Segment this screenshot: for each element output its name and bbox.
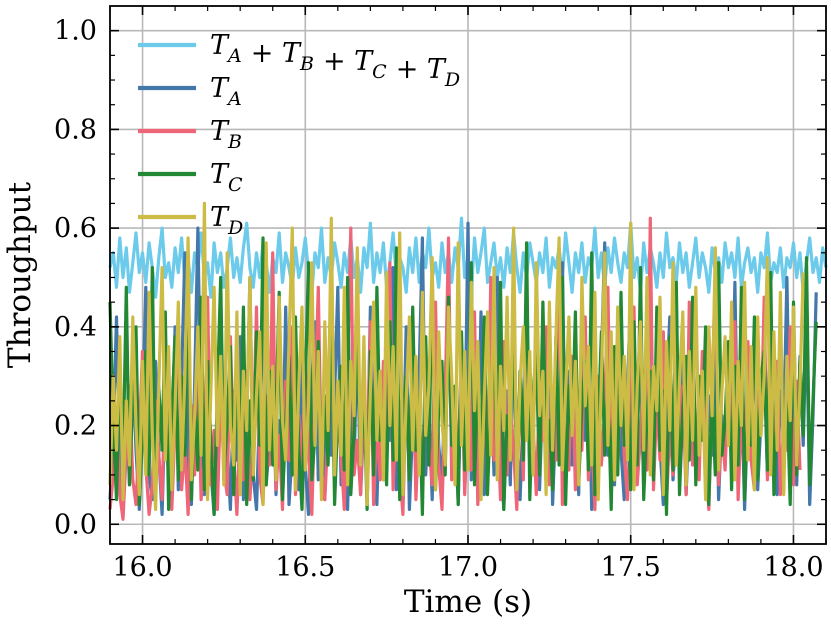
legend-subscript: A [226, 45, 242, 67]
legend-glyph: T [210, 116, 230, 147]
axis-ticks: 16.0 16.5 17.0 17.5 18.0 0.0 0.2 0.4 0.6 0.8 1.0 [54, 6, 827, 583]
y-tick-label: 0.2 [54, 411, 97, 442]
legend-subscript: D [227, 217, 243, 239]
legend-label-0: TA + TB + TC + TD [210, 30, 460, 91]
y-axis-label: Throughput [2, 181, 38, 368]
y-tick-label: 0.8 [54, 114, 97, 145]
legend-glyph: + T [396, 54, 447, 85]
legend-subscript: C [228, 174, 243, 196]
y-tick-label: 0.6 [54, 213, 97, 244]
legend-subscript: B [227, 131, 242, 153]
legend-subscript: B [299, 53, 314, 75]
legend-glyph: T [210, 73, 230, 104]
x-tick-label: 16.0 [112, 552, 172, 583]
legend-label-1: TA [210, 73, 242, 110]
legend-label-3: TC [210, 159, 243, 196]
x-tick-label: 16.5 [275, 552, 335, 583]
legend-glyph: T [210, 159, 230, 190]
y-tick-label: 0.0 [54, 509, 97, 540]
y-tick-label: 1.0 [54, 16, 97, 47]
x-axis-label: Time (s) [404, 584, 532, 620]
legend-subscript: A [226, 88, 242, 110]
legend-label-2: TB [210, 116, 242, 153]
legend-label-4: TD [210, 202, 243, 239]
x-tick-label: 17.5 [601, 552, 661, 583]
legend-glyph: + T [251, 38, 302, 69]
legend-subscript: C [372, 61, 387, 83]
series-line-4 [108, 201, 805, 511]
x-tick-label: 18.0 [763, 552, 823, 583]
legend-subscript: D [444, 69, 460, 91]
legend-glyph: T [210, 30, 230, 61]
y-tick-label: 0.4 [54, 312, 97, 343]
x-tick-label: 17.0 [438, 552, 498, 583]
legend-glyph: + T [323, 46, 374, 77]
series-lines [108, 201, 828, 521]
legend-glyph: T [210, 202, 230, 233]
